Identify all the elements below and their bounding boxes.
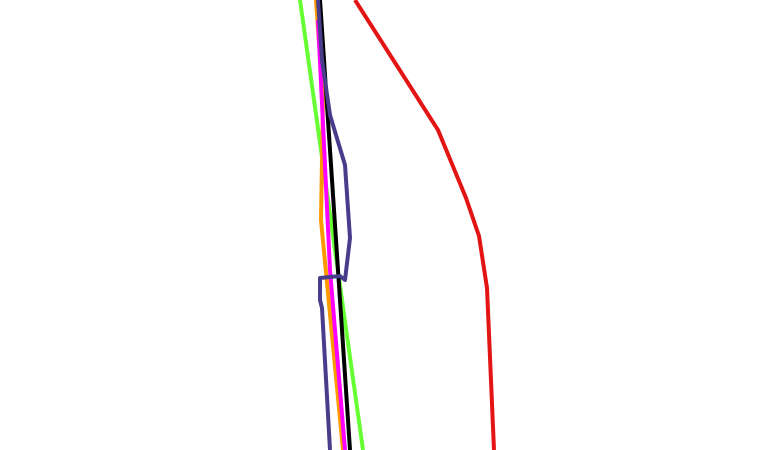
- series-line: [316, 19, 347, 450]
- series-line: [353, 0, 496, 450]
- series-line: [316, 0, 352, 450]
- series-line: [298, 0, 365, 450]
